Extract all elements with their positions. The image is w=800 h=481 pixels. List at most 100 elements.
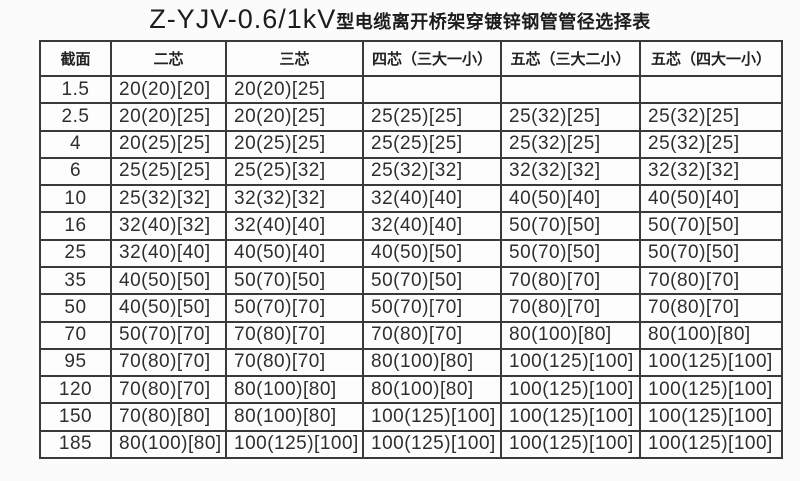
- value-cell: 32(40)[40]: [110, 238, 227, 268]
- table-row: 16 32(40)[32] 32(40)[40] 32(40)[40] 50(7…: [39, 211, 783, 241]
- value-cell: 50(70)[50]: [225, 265, 364, 296]
- value-cell: 100(125)[100]: [500, 375, 641, 405]
- value-cell: 50(70)[50]: [500, 211, 641, 241]
- value-cell: 25(32)[25]: [500, 102, 641, 132]
- col-header-4core: 四芯（三大一小）: [362, 40, 502, 77]
- value-cell: 40(50)[40]: [639, 184, 783, 214]
- value-cell: 40(50)[50]: [362, 238, 502, 268]
- value-cell: 70(80)[70]: [110, 347, 227, 378]
- value-cell: 20(20)[25]: [225, 102, 364, 132]
- value-cell: 50(70)[70]: [362, 293, 502, 323]
- table-row: 6 25(25)[25] 25(25)[32] 25(32)[32] 32(32…: [39, 156, 783, 187]
- section-cell: 50: [39, 293, 112, 323]
- value-cell: 70(80)[80]: [110, 402, 227, 432]
- page-title: Z-YJV-0.6/1kV型电缆离开桥架穿镀锌钢管管径选择表: [0, 4, 800, 35]
- value-cell: 20(20)[25]: [110, 102, 227, 132]
- section-cell: 16: [39, 211, 112, 241]
- table-row: 1.5 20(20)[20] 20(20)[25]: [39, 74, 783, 105]
- value-cell: 20(20)[25]: [225, 74, 364, 105]
- value-cell: 70(80)[70]: [639, 293, 783, 323]
- value-cell: 32(40)[40]: [362, 184, 502, 214]
- value-cell: 100(125)[100]: [225, 429, 364, 460]
- col-header-5core-b: 五芯（四大一小）: [639, 40, 783, 77]
- section-cell: 185: [39, 429, 112, 460]
- value-cell: 32(40)[40]: [362, 211, 502, 241]
- value-cell: 80(100)[80]: [362, 375, 502, 405]
- value-cell: 32(32)[32]: [500, 156, 641, 187]
- section-cell: 1.5: [39, 74, 112, 105]
- value-cell: [500, 74, 641, 105]
- value-cell: 50(70)[50]: [639, 211, 783, 241]
- value-cell: 100(125)[100]: [639, 402, 783, 432]
- value-cell: 32(32)[32]: [225, 184, 364, 214]
- col-header-section: 截面: [39, 40, 112, 77]
- col-header-5core-a: 五芯（三大二小）: [500, 40, 641, 77]
- value-cell: 25(25)[32]: [225, 156, 364, 187]
- value-cell: 20(25)[25]: [110, 129, 227, 159]
- value-cell: 80(100)[80]: [225, 375, 364, 405]
- value-cell: 100(125)[100]: [500, 429, 641, 460]
- col-header-2core: 二芯: [110, 40, 227, 77]
- value-cell: 25(25)[25]: [362, 102, 502, 132]
- section-cell: 4: [39, 129, 112, 159]
- value-cell: 70(80)[70]: [225, 320, 364, 350]
- value-cell: 50(70)[70]: [225, 293, 364, 323]
- section-cell: 70: [39, 320, 112, 350]
- value-cell: 80(100)[80]: [639, 320, 783, 350]
- value-cell: 80(100)[80]: [110, 429, 227, 460]
- value-cell: [639, 74, 783, 105]
- value-cell: 20(20)[20]: [110, 74, 227, 105]
- value-cell: 70(80)[70]: [500, 293, 641, 323]
- value-cell: 80(100)[80]: [225, 402, 364, 432]
- table-row: 185 80(100)[80] 100(125)[100] 100(125)[1…: [39, 429, 783, 460]
- section-cell: 25: [39, 238, 112, 268]
- value-cell: 50(70)[50]: [500, 238, 641, 268]
- value-cell: 70(80)[70]: [225, 347, 364, 378]
- value-cell: 32(32)[32]: [639, 156, 783, 187]
- title-description: 型电缆离开桥架穿镀锌钢管管径选择表: [336, 12, 651, 32]
- table-row: 120 70(80)[70] 80(100)[80] 80(100)[80] 1…: [39, 375, 783, 405]
- section-cell: 35: [39, 265, 112, 296]
- value-cell: 32(40)[40]: [225, 211, 364, 241]
- value-cell: 100(125)[100]: [500, 347, 641, 378]
- value-cell: 80(100)[80]: [500, 320, 641, 350]
- value-cell: 100(125)[100]: [639, 375, 783, 405]
- table-row: 2.5 20(20)[25] 20(20)[25] 25(25)[25] 25(…: [39, 102, 783, 132]
- table-row: 50 40(50)[50] 50(70)[70] 50(70)[70] 70(8…: [39, 293, 783, 323]
- value-cell: 25(25)[25]: [362, 129, 502, 159]
- value-cell: 20(25)[25]: [225, 129, 364, 159]
- value-cell: 25(25)[25]: [110, 156, 227, 187]
- value-cell: 50(70)[70]: [110, 320, 227, 350]
- value-cell: 50(70)[50]: [639, 238, 783, 268]
- col-header-3core: 三芯: [225, 40, 364, 77]
- value-cell: 100(125)[100]: [362, 402, 502, 432]
- value-cell: 70(80)[70]: [500, 265, 641, 296]
- value-cell: 25(32)[32]: [110, 184, 227, 214]
- table-row: 95 70(80)[70] 70(80)[70] 80(100)[80] 100…: [39, 347, 783, 378]
- section-cell: 6: [39, 156, 112, 187]
- value-cell: 40(50)[50]: [110, 265, 227, 296]
- table-row: 150 70(80)[80] 80(100)[80] 100(125)[100]…: [39, 402, 783, 432]
- value-cell: 40(50)[40]: [225, 238, 364, 268]
- value-cell: 80(100)[80]: [362, 347, 502, 378]
- table-row: 35 40(50)[50] 50(70)[50] 50(70)[50] 70(8…: [39, 265, 783, 296]
- value-cell: 70(80)[70]: [362, 320, 502, 350]
- section-cell: 10: [39, 184, 112, 214]
- value-cell: 50(70)[50]: [362, 265, 502, 296]
- value-cell: [362, 74, 502, 105]
- value-cell: 25(32)[32]: [362, 156, 502, 187]
- value-cell: 25(32)[25]: [500, 129, 641, 159]
- value-cell: 70(80)[70]: [639, 265, 783, 296]
- value-cell: 100(125)[100]: [362, 429, 502, 460]
- pipe-diameter-table: 截面 二芯 三芯 四芯（三大一小） 五芯（三大二小） 五芯（四大一小） 1.5 …: [39, 40, 783, 460]
- header-row: 截面 二芯 三芯 四芯（三大一小） 五芯（三大二小） 五芯（四大一小）: [39, 40, 783, 77]
- value-cell: 32(40)[32]: [110, 211, 227, 241]
- section-cell: 2.5: [39, 102, 112, 132]
- table-row: 70 50(70)[70] 70(80)[70] 70(80)[70] 80(1…: [39, 320, 783, 350]
- value-cell: 25(32)[25]: [639, 102, 783, 132]
- value-cell: 25(32)[25]: [639, 129, 783, 159]
- value-cell: 100(125)[100]: [639, 429, 783, 460]
- section-cell: 120: [39, 375, 112, 405]
- value-cell: 70(80)[70]: [110, 375, 227, 405]
- table-row: 10 25(32)[32] 32(32)[32] 32(40)[40] 40(5…: [39, 184, 783, 214]
